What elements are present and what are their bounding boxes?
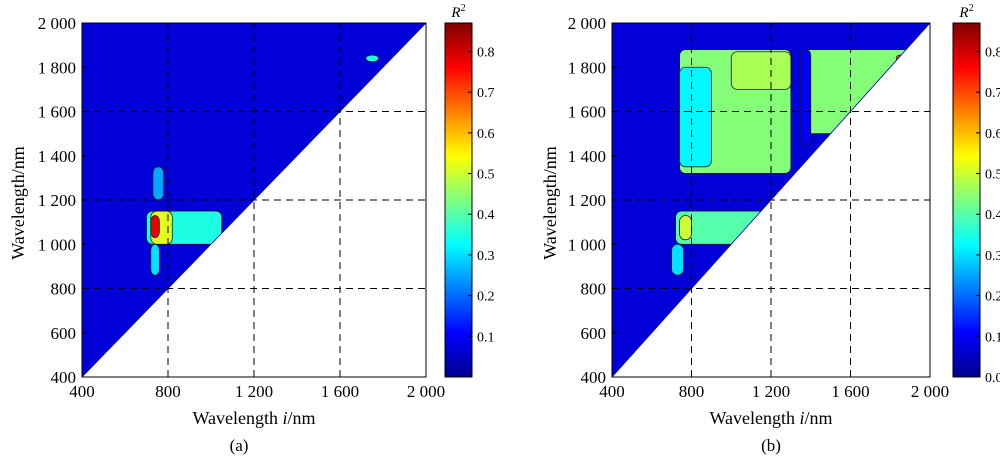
- heatmap-region-4: [150, 243, 160, 276]
- colorbar-tick-label: 0.8: [985, 45, 1000, 60]
- heatmap-region-1: [679, 66, 712, 168]
- heatmap-region-3: [152, 166, 165, 201]
- x-axis-label-b: Wavelength i/nm: [709, 408, 832, 428]
- y-tick-label: 1 600: [568, 103, 606, 122]
- x-tick-label: 800: [155, 382, 181, 401]
- colorbar-tick-label: 0.3: [985, 249, 1000, 264]
- colorbar-tick-label: 0.2: [477, 290, 495, 305]
- x-tick-label: 1 200: [752, 382, 790, 401]
- colorbar-title-a: R2: [450, 3, 465, 21]
- colorbar-b: 0.0 0.1 0.2 0.3 0.4 0.5 0.6 0.7 0.8 R2: [952, 3, 1000, 386]
- y-axis-label-b: Wavelength/nm: [540, 146, 560, 260]
- colorbar-gradient-b: [952, 22, 981, 378]
- x-tick-label: 1 600: [831, 382, 869, 401]
- y-tick-label: 400: [51, 368, 77, 387]
- heatmap-region-4: [800, 49, 812, 146]
- colorbar-tick-label: 0.0: [985, 371, 1000, 386]
- panel-label-a: (a): [230, 436, 249, 455]
- y-tick-label: 1 600: [38, 103, 76, 122]
- colorbar-tick-label: 0.6: [985, 127, 1000, 142]
- colorbar-tick-label: 0.7: [985, 86, 1000, 101]
- y-tick-label: 800: [581, 280, 607, 299]
- y-tick-label: 400: [581, 368, 607, 387]
- y-tick-label: 2 000: [568, 14, 606, 33]
- heatmap-region-3: [800, 49, 915, 135]
- y-axis-label-a: Wavelength/nm: [8, 146, 28, 260]
- colorbar-title-b: R2: [958, 3, 973, 21]
- colorbar-tick-label: 0.1: [477, 330, 495, 345]
- y-tick-label: 1 000: [38, 235, 76, 254]
- x-axis-label-a: Wavelength i/nm: [192, 408, 315, 428]
- dashed-gridlines-a: [82, 23, 426, 377]
- x-tick-label: 800: [679, 382, 705, 401]
- heatmap-region-2: [730, 51, 792, 90]
- colorbar-tick-label: 0.6: [477, 127, 495, 142]
- colorbar-a: 0.1 0.2 0.3 0.4 0.5 0.6 0.7 0.8 R2: [444, 3, 495, 378]
- x-tick-label: 1 600: [321, 382, 359, 401]
- colorbar-tick-label: 0.4: [985, 208, 1000, 223]
- heatmap-region-8: [671, 243, 684, 276]
- colorbar-tick-label: 0.2: [985, 290, 1000, 305]
- colorbar-gradient-a: [444, 22, 473, 378]
- x-tick-label: 2 000: [911, 382, 949, 401]
- heatmap-region-5: [365, 54, 380, 63]
- y-tick-label: 1 800: [38, 58, 76, 77]
- dashed-gridlines-b: [612, 23, 930, 377]
- colorbar-tick-label: 0.7: [477, 86, 495, 101]
- heatmap-panel-b: 400 800 1 200 1 600 2 000 400 600 800 1 000 1 200…: [540, 3, 1000, 455]
- y-tick-label: 1 400: [568, 147, 606, 166]
- heatmap-panel-a: 400 800 1 200 1 600 2 000 400 600 800 1 000 1 200…: [8, 3, 495, 455]
- colorbar-tick-label: 0.1: [985, 330, 1000, 345]
- colorbar-ticks-b: 0.0 0.1 0.2 0.3 0.4 0.5 0.6 0.7 0.8: [976, 45, 1000, 386]
- x-tick-label: 400: [599, 382, 625, 401]
- y-tick-label: 2 000: [38, 14, 76, 33]
- y-tick-label: 1 800: [568, 58, 606, 77]
- y-tick-label: 600: [51, 324, 77, 343]
- heatmap-region-7: [679, 215, 692, 241]
- panel-label-b: (b): [761, 436, 781, 455]
- colorbar-ticks-a: 0.1 0.2 0.3 0.4 0.5 0.6 0.7 0.8: [468, 45, 495, 345]
- axis-ticks-a: 400 800 1 200 1 600 2 000 400 600 800 1 000 1 200…: [38, 14, 445, 401]
- axis-ticks-b: 400 800 1 200 1 600 2 000 400 600 800 1 000 1 200…: [568, 14, 949, 401]
- x-tick-label: 400: [69, 382, 95, 401]
- y-tick-label: 1 200: [38, 191, 76, 210]
- y-tick-label: 1 200: [568, 191, 606, 210]
- colorbar-tick-label: 0.3: [477, 249, 495, 264]
- colorbar-tick-label: 0.4: [477, 208, 495, 223]
- x-tick-label: 2 000: [407, 382, 445, 401]
- heatmap-region-6: [399, 54, 410, 63]
- y-tick-label: 1 400: [38, 147, 76, 166]
- colorbar-tick-label: 0.8: [477, 45, 495, 60]
- y-tick-label: 1 000: [568, 235, 606, 254]
- y-tick-label: 600: [581, 324, 607, 343]
- heatmap-region-2: [150, 215, 160, 239]
- colorbar-tick-label: 0.5: [985, 168, 1000, 183]
- colorbar-tick-label: 0.5: [477, 168, 495, 183]
- x-tick-label: 1 200: [235, 382, 273, 401]
- y-tick-label: 800: [51, 280, 77, 299]
